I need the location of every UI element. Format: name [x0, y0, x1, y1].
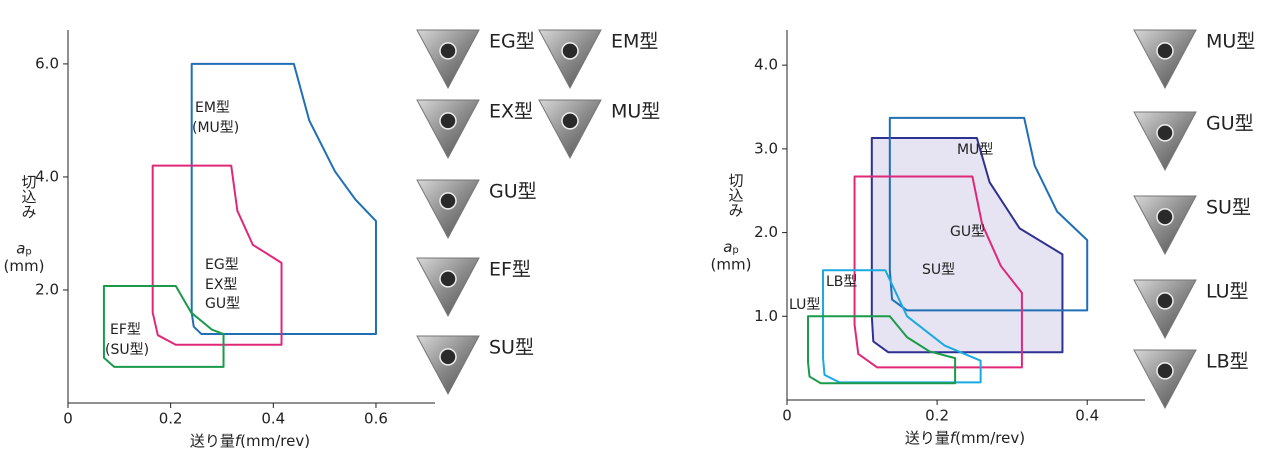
- annotation: (MU型): [192, 120, 239, 136]
- insert-label: EX型: [489, 101, 533, 123]
- insert-label: EM型: [611, 31, 658, 53]
- x-tick-label: 0.2: [159, 410, 183, 428]
- annotation: (SU型): [105, 342, 149, 358]
- annotation: EG型: [205, 257, 239, 273]
- x-tick-label: 0: [63, 410, 73, 428]
- x-tick-label: 0.2: [925, 407, 949, 425]
- insert-label: MU型: [1206, 31, 1255, 53]
- x-tick-label: 0.4: [261, 410, 285, 428]
- insert-label: GU型: [1206, 113, 1254, 135]
- x-label-part: 送り量: [905, 429, 950, 447]
- insert-hole: [440, 193, 456, 209]
- insert-hole: [1157, 363, 1173, 379]
- y-tick-label: 3.0: [754, 139, 778, 157]
- insert-label: LU型: [1206, 281, 1249, 303]
- insert-label: GU型: [489, 181, 537, 203]
- y-tick-label: 4.0: [35, 167, 59, 185]
- y-label-part: p: [25, 247, 31, 258]
- y-axis-unit: (mm): [4, 257, 45, 275]
- insert-hole: [440, 43, 456, 59]
- insert-hole: [562, 43, 578, 59]
- insert-hole: [440, 271, 456, 287]
- annotation: EF型: [110, 322, 141, 338]
- annotation: LU型: [789, 297, 820, 313]
- insert-label: LB型: [1206, 351, 1249, 373]
- page: 00.20.40.62.04.06.0送り量f(mm/rev)切込みap(mm)…: [0, 0, 1268, 454]
- y-axis-label: 切込み: [20, 174, 38, 219]
- y-axis-symbol: ap: [723, 238, 739, 257]
- insert-hole: [1157, 43, 1173, 59]
- y-label-part: a: [16, 239, 25, 257]
- insert-label: EF型: [489, 259, 531, 281]
- annotation: GU型: [950, 224, 985, 240]
- x-tick-label: 0.4: [1075, 407, 1099, 425]
- y-tick-label: 2.0: [754, 223, 778, 241]
- y-tick-label: 6.0: [35, 54, 59, 72]
- annotation: SU型: [922, 262, 955, 278]
- x-axis-label: 送り量f(mm/rev): [190, 432, 310, 450]
- y-tick-label: 2.0: [35, 280, 59, 298]
- y-axis-label: 切込み: [727, 173, 745, 218]
- region: [153, 166, 282, 345]
- x-tick-label: 0: [782, 407, 792, 425]
- insert-hole: [1157, 125, 1173, 141]
- annotation: LB型: [826, 274, 857, 290]
- insert-hole: [562, 113, 578, 129]
- insert-hole: [440, 349, 456, 365]
- annotation: EX型: [205, 277, 237, 293]
- y-axis-unit: (mm): [711, 256, 752, 274]
- x-label-part: 送り量: [190, 432, 235, 450]
- y-tick-label: 4.0: [754, 56, 778, 74]
- y-tick-label: 1.0: [754, 307, 778, 325]
- annotation: GU型: [205, 296, 240, 312]
- x-label-part: (mm/rev): [955, 429, 1025, 447]
- x-tick-label: 0.6: [364, 410, 388, 428]
- region: [872, 138, 1063, 352]
- insert-label: SU型: [489, 337, 534, 359]
- x-label-part: (mm/rev): [240, 432, 310, 450]
- y-axis-symbol: ap: [16, 239, 32, 258]
- insert-label: MU型: [611, 101, 660, 123]
- insert-hole: [1157, 209, 1173, 225]
- insert-hole: [440, 113, 456, 129]
- insert-hole: [1157, 293, 1173, 309]
- y-label-part: a: [723, 238, 732, 256]
- y-label-part: p: [732, 245, 738, 256]
- annotation: EM型: [195, 100, 230, 116]
- insert-label: SU型: [1206, 197, 1251, 219]
- annotation: MU型: [957, 142, 993, 158]
- x-axis-label: 送り量f(mm/rev): [905, 429, 1025, 447]
- insert-label: EG型: [489, 31, 535, 53]
